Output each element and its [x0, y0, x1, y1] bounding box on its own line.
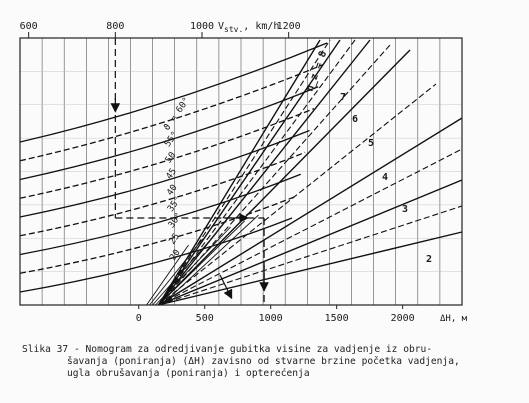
load-factor-label: 7 [340, 92, 346, 103]
example-path [110, 38, 269, 305]
dive-angle-curve [19, 64, 323, 162]
dive-angle-curve [19, 86, 319, 181]
bottom-axis-tick-label: 2000 [391, 313, 415, 324]
top-axis-tick-label: 600 [20, 21, 38, 32]
load-factor-line [157, 39, 341, 306]
dive-angle-curve [19, 217, 293, 293]
bottom-axis-title: ΔH, м [440, 314, 468, 324]
dive-angle-label: 35° [166, 195, 184, 214]
caption-line-2: šavanja (poniranja) (ΔH) zavisno od stva… [67, 356, 460, 367]
dive-angle-label: 45 [165, 167, 179, 182]
top-axis-tick-label: 1200 [277, 21, 301, 32]
example-arrow-diagonal [219, 274, 233, 300]
load-factor-lines [146, 39, 463, 306]
load-factor-fan-line [146, 244, 189, 306]
dive-angle-curve [19, 129, 310, 218]
dive-angle-curve [19, 151, 306, 237]
bottom-axis-tick-label: 1000 [259, 313, 283, 324]
load-factor-line-intermediate [158, 39, 331, 306]
caption-line-3: ugla obrušavanja (poniranja) i opterećen… [67, 368, 310, 379]
load-factor-line [157, 39, 371, 306]
bottom-axis-tick-label: 1500 [325, 313, 349, 324]
load-factor-label: 4 [382, 172, 388, 183]
dive-angle-label: 20 [168, 248, 182, 263]
chart-grid [20, 38, 462, 305]
load-factor-line [158, 117, 463, 306]
top-axis-tick-label: 1000 [190, 21, 214, 32]
caption-line-1: Slika 37 - Nomogram za odredjivanje gubi… [22, 344, 433, 355]
dive-angle-curve [19, 42, 328, 143]
dive-angle-curve [19, 173, 301, 256]
load-factor-line-intermediate [158, 205, 463, 306]
load-factor-line [158, 231, 463, 306]
dive-angle-curve [19, 195, 297, 274]
load-factor-line-intermediate [158, 83, 437, 306]
dive-angle-curve [19, 108, 315, 199]
load-factor-label: 6 [352, 114, 358, 125]
load-factor-label: 3 [402, 204, 408, 215]
load-factor-fan-line [155, 226, 231, 306]
load-factor-fan-line [152, 232, 217, 306]
load-factor-line [157, 39, 321, 306]
load-factor-fan-line [161, 214, 259, 306]
load-factor-label: 5 [368, 138, 374, 149]
dive-angle-curves [19, 42, 328, 293]
load-factor-line-intermediate [158, 148, 463, 306]
bottom-axis-tick-label: 500 [196, 313, 214, 324]
top-axis-tick-label: 800 [106, 21, 124, 32]
dive-angle-label: 55° [163, 130, 181, 149]
bottom-axis-tick-label: 0 [136, 313, 142, 324]
chart-axes [19, 32, 463, 309]
load-factor-fan-line [158, 220, 245, 306]
dive-angle-label: 50 [164, 151, 178, 166]
top-axis-title: Vstv., km/h [218, 21, 279, 34]
load-factor-label: 2 [426, 254, 432, 265]
dive-angle-label: 25 [168, 232, 182, 247]
plot-frame [19, 37, 463, 306]
load-factor-line [158, 179, 463, 306]
dive-angle-label: 30° [167, 211, 185, 230]
load-factor-line [158, 49, 411, 306]
figure-caption: Slika 37 - Nomogram za odredjivanje gubi… [22, 344, 522, 380]
load-factor-fan-line [149, 238, 203, 306]
dive-angle-label: 40 [165, 183, 179, 198]
